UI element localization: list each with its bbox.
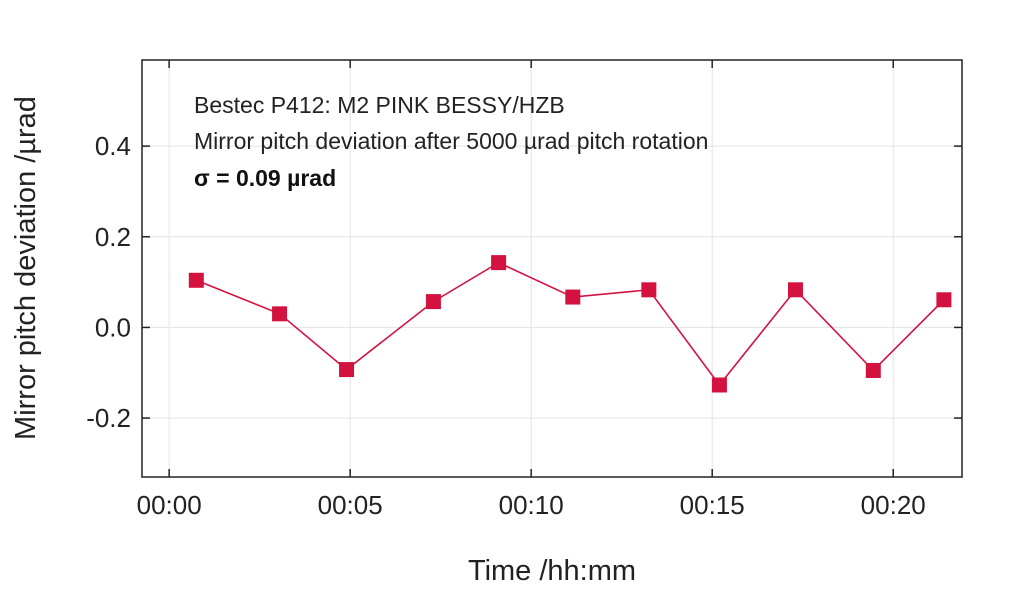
grid [142, 60, 962, 477]
data-point-3 [425, 294, 441, 310]
data-point-10 [936, 292, 952, 308]
data-point-8 [787, 282, 803, 298]
tick-labels: 00:00 00:05 00:10 00:15 00:20 -0.2 0.0 0.2 0.4 [86, 131, 926, 520]
x-tick-label-1: 00:05 [318, 490, 383, 520]
x-axis-title: Time /hh:mm [468, 555, 636, 587]
data-point-0 [188, 272, 204, 288]
data-series [188, 255, 952, 393]
axis-ticks [142, 60, 962, 477]
annotation-sigma: σ = 0.09 µrad [194, 165, 336, 191]
x-tick-label-3: 00:15 [680, 490, 745, 520]
plot-frame [141, 59, 963, 478]
series-line-0 [196, 261, 945, 387]
data-point-1 [272, 306, 288, 322]
data-point-4 [491, 255, 507, 271]
data-point-5 [565, 289, 581, 305]
x-tick-label-2: 00:10 [499, 490, 564, 520]
annotation-subtitle: Mirror pitch deviation after 5000 µrad p… [194, 128, 708, 154]
plot-area-border [141, 59, 963, 478]
data-point-6 [641, 282, 657, 298]
y-axis-title: Mirror pitch deviation /µrad [10, 96, 42, 440]
x-tick-label-0: 00:00 [137, 490, 202, 520]
y-tick-label-0: -0.2 [86, 403, 131, 433]
x-tick-label-4: 00:20 [861, 490, 926, 520]
data-point-7 [711, 377, 727, 393]
y-tick-label-1: 0.0 [95, 312, 131, 342]
y-tick-label-2: 0.2 [95, 222, 131, 252]
data-point-2 [339, 362, 355, 378]
annotation-title: Bestec P412: M2 PINK BESSY/HZB [194, 92, 565, 118]
annotation-block: Bestec P412: M2 PINK BESSY/HZB Mirror pi… [194, 92, 708, 191]
data-point-9 [865, 362, 881, 378]
y-tick-label-3: 0.4 [95, 131, 131, 161]
